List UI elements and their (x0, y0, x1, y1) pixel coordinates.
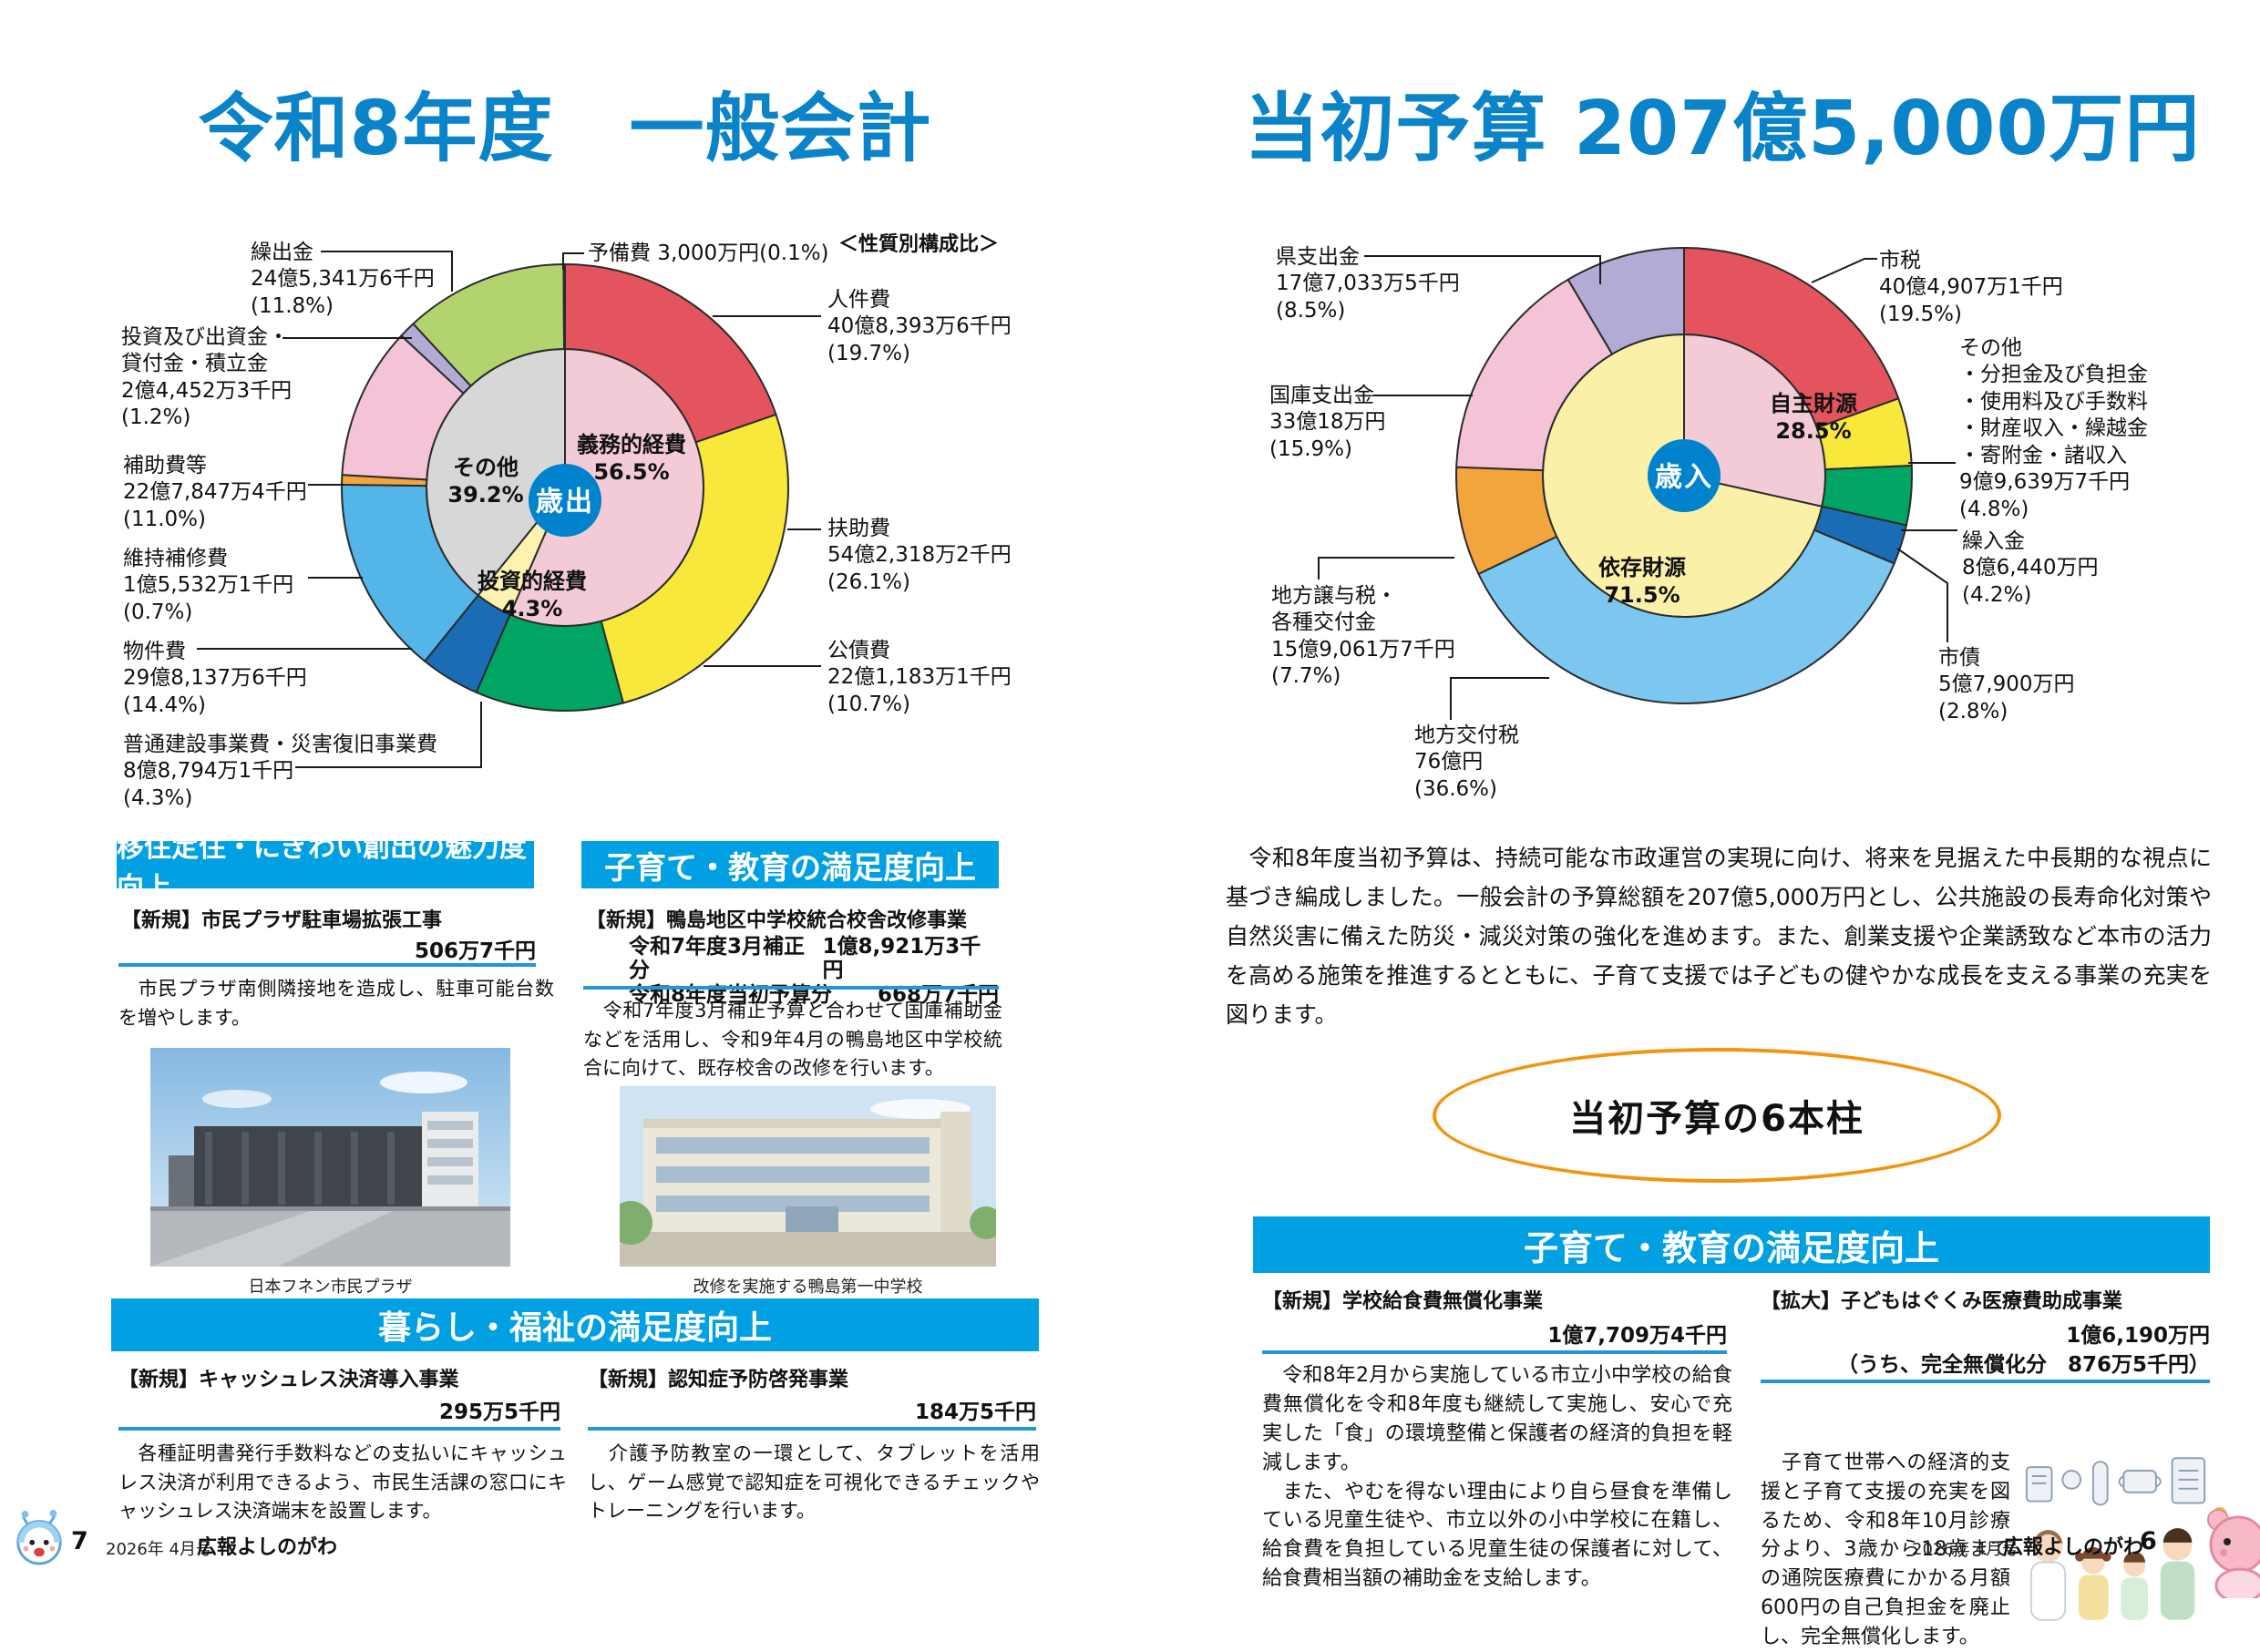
slice-人件費 (564, 263, 777, 444)
slice-市債 (1813, 505, 1907, 565)
slice-国庫支出金 (1455, 278, 1614, 472)
budget-intro-paragraph: 令和8年度当初予算は、持続可能な市政運営の実現に向け、将来を見据えた中長期的な視… (1226, 845, 2212, 1028)
right-page-number: 6 (2140, 1527, 2157, 1555)
family-medical-illustration (2019, 1423, 2213, 1621)
body-school-renovation: 令和7年度3月補正予算と合わせて国庫補助金などを活用し、令和9年4月の鴨島地区中… (583, 1000, 1002, 1079)
slice-予備費 (562, 263, 566, 351)
left-footer-issue: 2026年 4月号 (106, 1540, 212, 1559)
pie-callout: 依存財源 71.5% (1598, 555, 1686, 608)
slice-県支出金 (1567, 247, 1685, 355)
school-photo-illustration (620, 1086, 996, 1267)
divider-rule (1262, 1350, 1727, 1354)
pie-callout: 国庫支出金 33億18万円 (15.9%) (1269, 384, 1386, 461)
left-page-number: 7 (71, 1527, 88, 1555)
amount-child-medical: 1億6,190万円 (2066, 1324, 2210, 1348)
pie-callout: 市税 40億4,907万1千円 (19.5%) (1879, 249, 2063, 326)
caption-civic-plaza: 日本フネン市民プラザ (248, 1277, 413, 1297)
right-footer-publication: 広報よしのがわ (2003, 1536, 2144, 1559)
amount-dementia: 184万5千円 (914, 1401, 1036, 1424)
slice-繰入金 (1821, 465, 1914, 527)
pie-callout: 投資的経費 4.3% (478, 569, 587, 621)
banner-kosodate-left: 子育て・教育の満足度向上 (581, 841, 999, 888)
amount-row: 令和7年度3月補正分 1億8,921万3千円 (629, 935, 981, 983)
caption-kamojima-school: 改修を実施する鴨島第一中学校 (693, 1277, 923, 1297)
pie-callout: 自主財源 28.5% (1770, 391, 1857, 444)
divider-rule (1761, 1380, 2210, 1383)
body-school-lunch: 令和8年2月から実施している市立小中学校の給食費無償化を令和8年度も継続して実施… (1262, 1364, 1732, 1591)
pie-callout: その他 ・分担金及び負担金 ・使用料及び手数料 ・財産収入・繰越金 ・寄附金・諸収入 9億… (1959, 336, 2148, 521)
leader-line (1450, 677, 1549, 720)
item-title-child-medical: 【拡大】子どもはぐくみ医療費助成事業 (1761, 1290, 2122, 1313)
divider-rule (118, 1427, 560, 1431)
slice-投資及び出資金・貸付金・積立金 (400, 323, 472, 395)
pie-callout: 補助費等 22億7,847万4千円 (11.0%) (123, 454, 307, 531)
amount-sub-child-medical: （うち、完全無償化分 876万5千円） (1836, 1353, 2210, 1377)
pie-callout: 繰入金 8億6,440万円 (4.2%) (1962, 529, 2099, 607)
left-page-title: 令和8年度 一般会計 (198, 86, 932, 172)
slice-補助費等 (341, 334, 465, 481)
photo-civic-plaza (150, 1048, 510, 1267)
body-plaza-parking: 市民プラザ南側隣接地を造成し、駐車可能台数を増やします。 (118, 978, 554, 1029)
pie-callout: 地方交付税 76億円 (36.6%) (1414, 723, 1519, 801)
slice-地方譲与税・各種交付金 (1455, 466, 1558, 575)
leader-line (1896, 548, 1948, 642)
center-label: 歳入 (1655, 462, 1713, 494)
newsletter-spread: { "colors": { "title_blue": "#0b83c9", "… (13, 86, 2260, 1649)
mascot-blue (13, 1509, 66, 1565)
item-title-cashless: 【新規】キャッシュレス決済導入事業 (118, 1369, 459, 1391)
item-title-school-renovation: 【新規】鴨島地区中学校統合校舎改修事業 (586, 909, 968, 932)
center-circle (1648, 439, 1721, 512)
pie-callout: 扶助費 54億2,318万2千円 (26.1%) (827, 517, 1012, 594)
amount-school-lunch: 1億7,709万4千円 (1547, 1324, 1727, 1348)
leader-line (562, 252, 584, 270)
slice-繰出金 (412, 263, 566, 387)
amount-plaza-parking: 506万7千円 (414, 939, 536, 963)
banner-kosodate-right: 子育て・教育の満足度向上 (1253, 1216, 2210, 1273)
pie-callout: 予備費 3,000万円(0.1%) (588, 241, 829, 265)
banner-kurashi-fukushi: 暮らし・福祉の満足度向上 (111, 1298, 1039, 1351)
pie-callout: 繰出金 24億5,341万6千円 (11.8%) (251, 241, 435, 318)
slice-地方交付税 (1477, 528, 1895, 704)
mascot-pink (2193, 1503, 2260, 1604)
six-pillars-oval: 当初予算の6本柱 (1433, 1048, 2001, 1183)
pie-callout: 維持補修費 1億5,532万1千円 (0.7%) (123, 547, 294, 624)
slice-公債費 (475, 613, 624, 712)
body-child-medical-wrap: 子育て世帯への経済的支援と子育て支援の充実を図るため、令和8年10月診療分より、… (1761, 1390, 2213, 1652)
pie-callout: 市債 5億7,900万円 (2.8%) (1938, 646, 2075, 723)
pie-callout: 普通建設事業費・災害復旧事業費 8億8,794万1千円 (4.3%) (123, 733, 437, 810)
pie-callout: 投資及び出資金・ 貸付金・積立金 2億4,452万3千円 (1.2%) (121, 325, 293, 430)
pie-callout: 義務的経費 56.5% (577, 432, 686, 485)
pie-callout: 地方譲与税・ 各種交付金 15億9,061万7千円 (7.7%) (1271, 584, 1455, 689)
slice-維持補修費 (341, 474, 428, 487)
item-title-school-lunch: 【新規】学校給食費無償化事業 (1262, 1290, 1544, 1313)
pie-callout: 公債費 22億1,183万1千円 (10.7%) (827, 639, 1012, 716)
center-label: 歳出 (536, 487, 594, 518)
pie-callout: 人件費 40億8,393万6千円 (19.7%) (827, 288, 1012, 365)
divider-rule (588, 1427, 1036, 1431)
composition-note: ＜性質別構成比＞ (838, 233, 1000, 256)
left-footer-publication: 広報よしのがわ (197, 1536, 338, 1559)
slice-物件費 (341, 483, 479, 662)
item-title-dementia: 【新規】認知症予防啓発事業 (588, 1369, 849, 1391)
leader-line (1811, 258, 1877, 283)
divider-rule (118, 963, 536, 967)
amount-cashless: 295万5千円 (438, 1401, 560, 1424)
item-title-plaza-parking: 【新規】市民プラザ駐車場拡張工事 (121, 909, 443, 932)
photo-kamojima-school (620, 1086, 996, 1267)
right-page-title: 当初予算 207億5,000万円 (1244, 86, 2201, 172)
leader-line (1318, 557, 1454, 580)
body-dementia: 介護予防教室の一環として、タブレットを活用し、ゲーム感覚で認知症を可視化できるチ… (588, 1442, 1040, 1522)
divider-rule (583, 986, 999, 990)
civic-plaza-photo-illustration (150, 1048, 510, 1267)
body-cashless: 各種証明書発行手数料などの支払いにキャッシュレス決済が利用できるよう、市民生活課… (118, 1442, 567, 1522)
pie-callout: 物件費 29億8,137万6千円 (14.4%) (123, 640, 307, 717)
pie-callout: 県支出金 17億7,033万5千円 (8.5%) (1276, 245, 1460, 323)
right-footer-issue: 2026年 4月号 (1912, 1540, 2019, 1559)
banner-iju-teiju: 移住定住・にぎわい創出の魅力度向上 (117, 832, 534, 904)
pie-callout: その他 39.2% (447, 455, 524, 508)
